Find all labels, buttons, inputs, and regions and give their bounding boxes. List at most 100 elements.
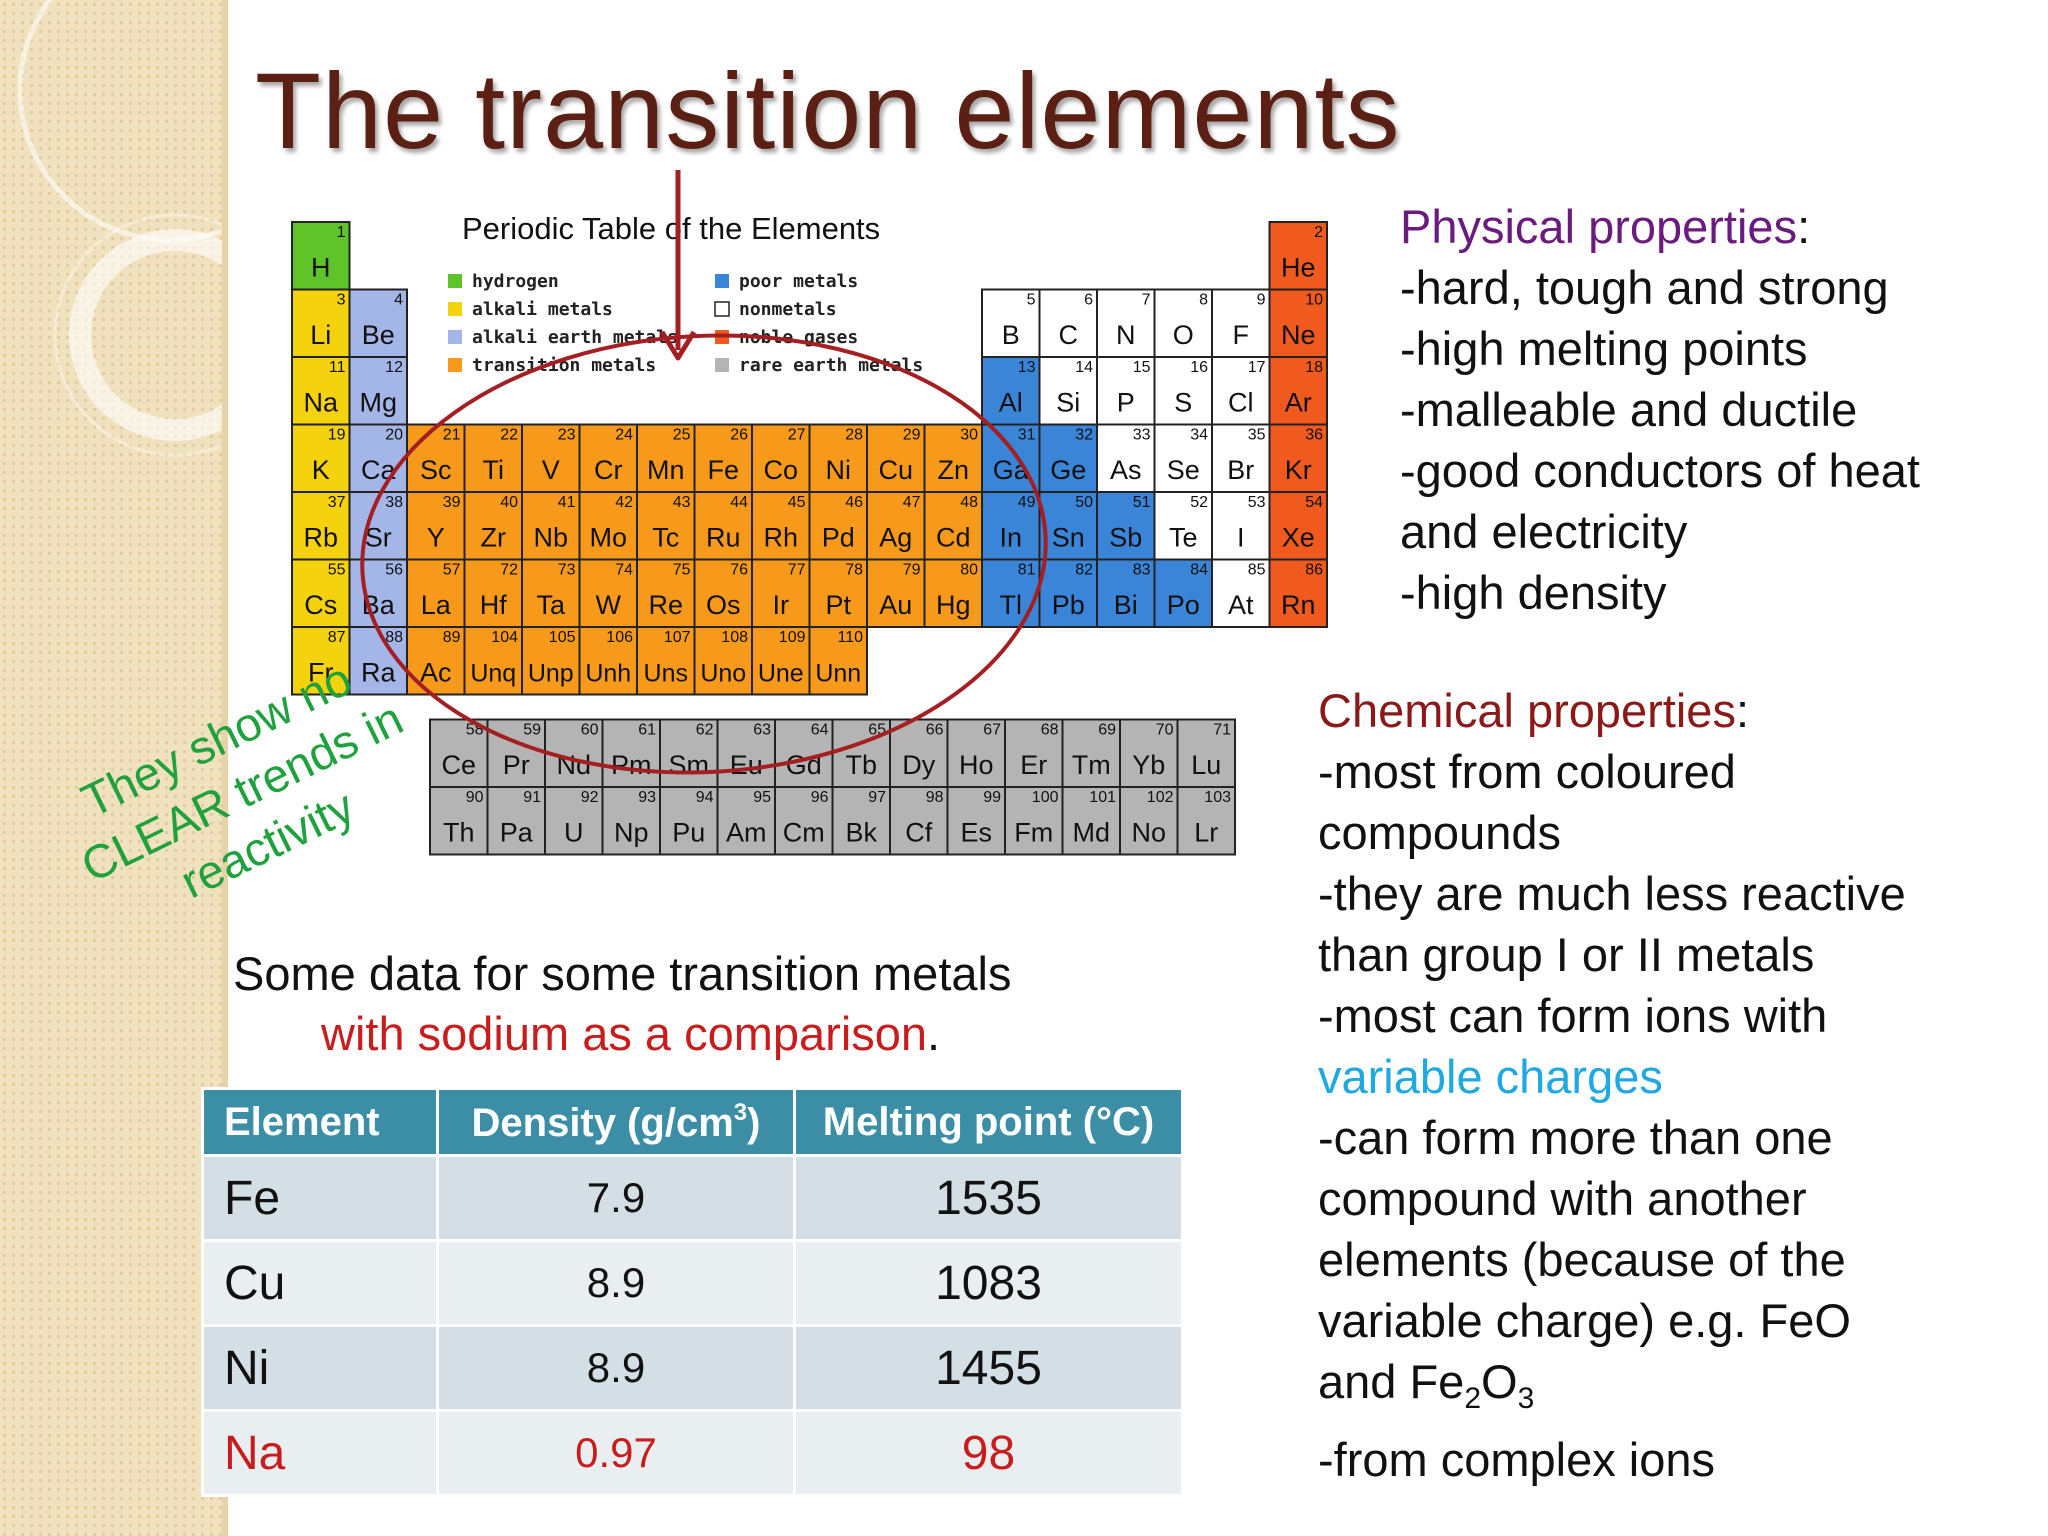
element-cell-pa: 91 Pa xyxy=(486,786,546,856)
atomic-number: 48 xyxy=(960,494,978,511)
element-symbol: C xyxy=(1059,320,1079,350)
element-symbol: Lu xyxy=(1191,750,1221,780)
element-symbol: Se xyxy=(1167,455,1200,485)
atomic-number: 86 xyxy=(1305,562,1323,579)
element-cell-n: 7N xyxy=(1096,288,1156,358)
element-symbol: Br xyxy=(1227,455,1254,485)
element-symbol: Uno xyxy=(700,660,746,688)
table-header-row: Element Density (g/cm3) Melting point (°… xyxy=(201,1087,1184,1157)
atomic-number: 5 xyxy=(1027,292,1036,309)
element-cell-mn: 25 Mn xyxy=(636,423,696,493)
element-symbol: Y xyxy=(427,523,445,553)
element-symbol: Bk xyxy=(845,818,877,848)
atomic-number: 54 xyxy=(1305,494,1323,511)
element-symbol: B xyxy=(1002,320,1020,350)
atomic-number: 96 xyxy=(811,789,829,806)
chemical-line-highlight: variable charges xyxy=(1318,1050,1663,1103)
atomic-number: 68 xyxy=(1041,722,1059,739)
atomic-number: 103 xyxy=(1204,789,1231,806)
element-symbol: N xyxy=(1116,320,1136,350)
element-symbol: As xyxy=(1110,455,1142,485)
decorative-sidebar xyxy=(0,0,228,1536)
atomic-number: 43 xyxy=(673,494,691,511)
header-density-sup: 3 xyxy=(733,1098,748,1126)
table-row: Ni 8.9 1455 xyxy=(201,1324,1184,1412)
atomic-number: 63 xyxy=(753,722,771,739)
atomic-number: 53 xyxy=(1248,494,1266,511)
element-symbol: Ar xyxy=(1285,388,1312,418)
element-symbol: Er xyxy=(1020,750,1047,780)
legend-item: alkali earth metals xyxy=(448,327,678,348)
element-cell-fr: 87 Fr xyxy=(291,626,351,696)
element-symbol: Cl xyxy=(1228,388,1254,418)
cell-density: 8.9 xyxy=(436,1324,796,1412)
element-symbol: Ge xyxy=(1050,455,1086,485)
chemical-line: -from complex ions xyxy=(1318,1433,1715,1486)
element-symbol: Al xyxy=(999,388,1023,418)
cell-density: 0.97 xyxy=(436,1409,796,1497)
transition-metals-table: Element Density (g/cm3) Melting point (°… xyxy=(201,1087,1184,1497)
element-symbol: Cm xyxy=(783,818,825,848)
chemical-line: elements (because of the xyxy=(1318,1233,1846,1286)
element-symbol: Unp xyxy=(528,660,574,688)
atomic-number: 84 xyxy=(1190,562,1208,579)
element-cell-pm: 61 Pm xyxy=(601,718,661,788)
atomic-number: 60 xyxy=(581,722,599,739)
atomic-number: 3 xyxy=(337,292,346,309)
element-cell-he: 2 He xyxy=(1268,221,1328,291)
element-symbol: Tc xyxy=(652,523,679,553)
element-cell-os: 76 Os xyxy=(693,558,753,628)
atomic-number: 42 xyxy=(615,494,633,511)
element-cell-yb: 70 Yb xyxy=(1119,718,1179,788)
chemical-line: compounds xyxy=(1318,806,1561,859)
decorative-rings xyxy=(17,0,228,457)
element-symbol: In xyxy=(999,523,1022,553)
table-row-comparison: Na 0.97 98 xyxy=(201,1409,1184,1497)
element-symbol: Tm xyxy=(1072,750,1111,780)
element-symbol: K xyxy=(312,455,330,485)
element-cell-h: 1H xyxy=(291,221,351,291)
atomic-number: 23 xyxy=(558,427,576,444)
element-symbol: Xe xyxy=(1282,523,1315,553)
atomic-number: 50 xyxy=(1075,494,1093,511)
atomic-number: 72 xyxy=(500,562,518,579)
atomic-number: 56 xyxy=(385,562,403,579)
element-cell-mg: 12 Mg xyxy=(348,356,408,426)
atomic-number: 74 xyxy=(615,562,633,579)
element-cell-zn: 30 Zn xyxy=(923,423,983,493)
element-cell-bk: 97 Bk xyxy=(831,786,891,856)
atomic-number: 69 xyxy=(1098,722,1116,739)
atomic-number: 83 xyxy=(1133,562,1151,579)
element-symbol: Rh xyxy=(763,523,798,553)
physical-line: and electricity xyxy=(1400,505,1688,558)
element-symbol: W xyxy=(596,590,622,620)
element-symbol: Cu xyxy=(878,455,913,485)
atomic-number: 79 xyxy=(903,562,921,579)
element-cell-xe: 54 Xe xyxy=(1268,491,1328,561)
element-symbol: Au xyxy=(879,590,912,620)
element-symbol: Mg xyxy=(359,388,397,418)
element-cell-ni: 28 Ni xyxy=(808,423,868,493)
element-symbol: Ca xyxy=(361,455,396,485)
element-cell-b: 5B xyxy=(981,288,1041,358)
caption-end: . xyxy=(927,1007,941,1060)
element-symbol: Th xyxy=(443,818,475,848)
element-cell-o: 8O xyxy=(1153,288,1213,358)
atomic-number: 98 xyxy=(926,789,944,806)
element-symbol: Pm xyxy=(611,750,652,780)
element-cell-dy: 66 Dy xyxy=(889,718,949,788)
element-cell-rn: 86 Rn xyxy=(1268,558,1328,628)
element-cell-ti: 22 Ti xyxy=(463,423,523,493)
element-cell-th: 90 Th xyxy=(429,786,489,856)
element-cell-y: 39 Y xyxy=(406,491,466,561)
atomic-number: 57 xyxy=(443,562,461,579)
element-symbol: Pt xyxy=(825,590,851,620)
atomic-number: 75 xyxy=(673,562,691,579)
atomic-number: 110 xyxy=(837,629,863,646)
formula-part: and Fe xyxy=(1318,1355,1465,1408)
atomic-number: 1 xyxy=(337,224,346,241)
physical-line: -hard, tough and strong xyxy=(1400,261,1889,314)
element-symbol: H xyxy=(311,253,331,283)
atomic-number: 92 xyxy=(581,789,599,806)
